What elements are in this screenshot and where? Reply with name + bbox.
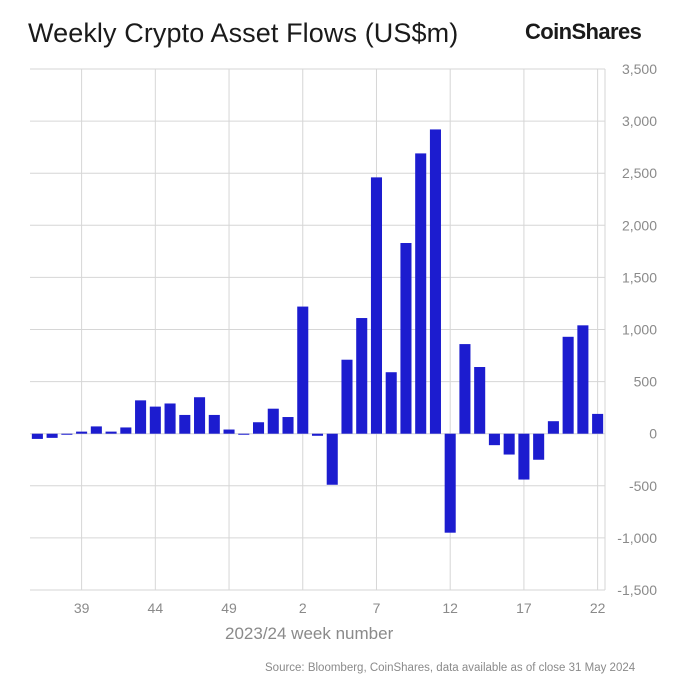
bar	[31, 433, 43, 439]
bar	[429, 129, 441, 434]
x-tick-label: 2	[299, 600, 307, 616]
y-tick-label: 1,000	[622, 322, 657, 338]
bar	[592, 413, 604, 434]
y-tick-label: -1,500	[617, 582, 657, 598]
bar	[488, 433, 500, 446]
bar	[370, 177, 383, 434]
bar	[149, 406, 161, 434]
y-tick-label: 0	[649, 426, 657, 442]
bar	[76, 431, 88, 434]
x-tick-label: 22	[590, 600, 606, 616]
bar	[238, 433, 250, 435]
x-tick-label: 7	[373, 600, 381, 616]
bar	[223, 429, 235, 434]
bar	[341, 359, 353, 434]
bar	[282, 417, 294, 434]
x-tick-label: 49	[221, 600, 237, 616]
x-axis-label: 2023/24 week number	[225, 624, 394, 643]
bar	[503, 433, 515, 455]
bar	[311, 433, 324, 436]
coinshares-logo: CoinShares	[525, 19, 642, 44]
bar	[474, 367, 486, 434]
source-note: Source: Bloomberg, CoinShares, data avai…	[265, 662, 636, 674]
bar	[105, 431, 117, 434]
bar	[46, 433, 58, 438]
bar	[444, 433, 456, 533]
y-tick-label: 2,500	[622, 165, 657, 181]
bar	[164, 403, 176, 434]
bar	[326, 433, 338, 485]
bar	[356, 318, 368, 434]
bar	[415, 153, 427, 434]
bar	[518, 433, 530, 480]
x-tick-label: 39	[74, 600, 90, 616]
bar	[547, 421, 559, 434]
chart-title: Weekly Crypto Asset Flows (US$m)	[28, 18, 459, 48]
bar	[533, 433, 545, 460]
bar	[267, 408, 279, 434]
bar	[562, 336, 574, 434]
bar	[297, 306, 309, 434]
bar	[400, 243, 412, 434]
bar	[459, 344, 471, 434]
x-tick-label: 17	[516, 600, 532, 616]
bar	[208, 414, 220, 434]
bar	[179, 414, 191, 434]
y-tick-label: -1,000	[617, 530, 657, 546]
x-tick-label: 12	[442, 600, 458, 616]
bar	[120, 427, 132, 434]
bar	[577, 325, 589, 434]
bar	[135, 400, 147, 434]
bar	[385, 372, 397, 434]
y-tick-label: -500	[629, 478, 657, 494]
bar	[61, 433, 73, 435]
bar	[90, 426, 102, 434]
y-tick-label: 2,000	[622, 217, 657, 233]
y-tick-label: 500	[634, 374, 658, 390]
bar	[252, 422, 265, 434]
bar	[194, 397, 206, 434]
y-tick-label: 3,000	[622, 113, 657, 129]
x-tick-label: 44	[148, 600, 164, 616]
y-tick-label: 3,500	[622, 61, 657, 77]
y-tick-label: 1,500	[622, 269, 657, 285]
